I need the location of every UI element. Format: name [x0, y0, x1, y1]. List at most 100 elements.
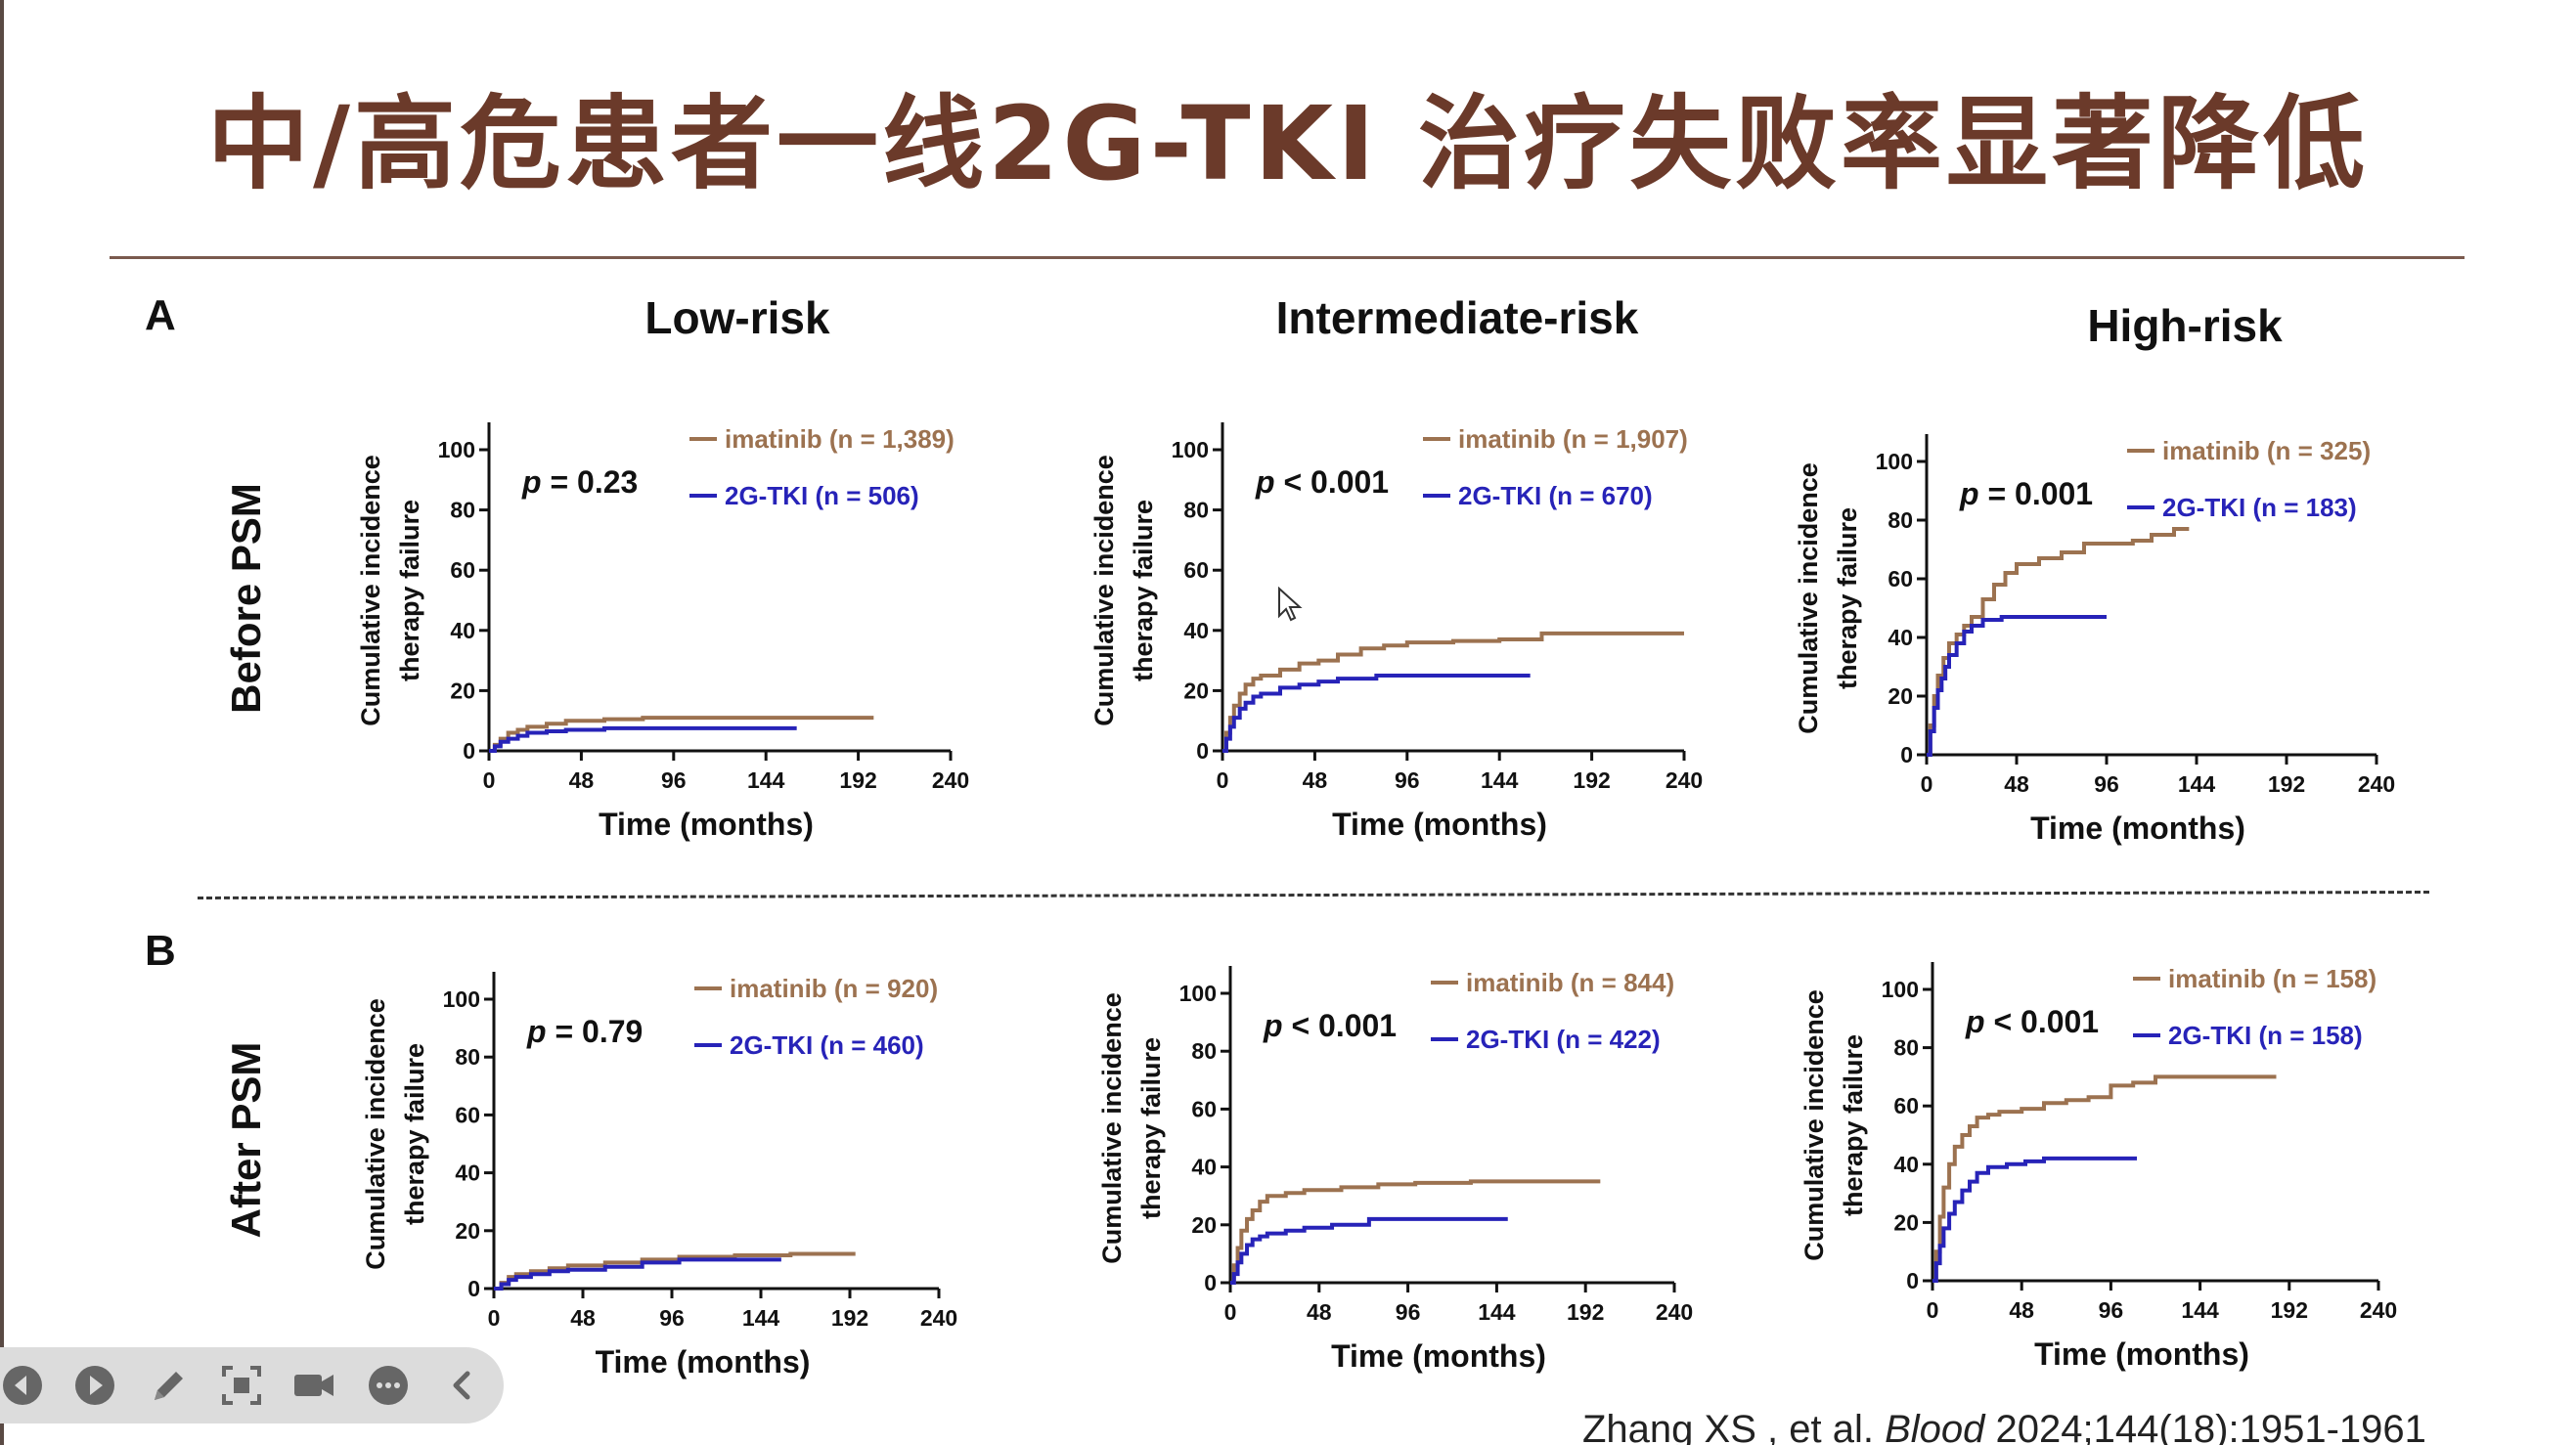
- risk-title-high: High-risk: [2087, 300, 2283, 351]
- y-tick-label: 40: [1191, 1155, 1217, 1180]
- play-icon[interactable]: [72, 1363, 117, 1408]
- y-tick-label: 60: [1888, 566, 1913, 591]
- x-tick-label: 192: [831, 1305, 868, 1331]
- x-tick-label: 0: [1217, 767, 1229, 793]
- legend-label: 2G-TKI (n = 506): [725, 481, 919, 510]
- y-tick-label: 100: [443, 986, 480, 1012]
- y-tick-label: 20: [455, 1218, 480, 1244]
- x-tick-label: 48: [1307, 1299, 1332, 1325]
- x-axis-title: Time (months): [2034, 1336, 2249, 1372]
- y-tick-label: 0: [1900, 742, 1913, 767]
- y-tick-label: 0: [1906, 1268, 1919, 1293]
- legend-label: imatinib (n = 325): [2162, 436, 2371, 465]
- collapse-icon[interactable]: [440, 1363, 485, 1408]
- x-tick-label: 192: [839, 767, 876, 793]
- x-tick-label: 96: [1395, 767, 1420, 793]
- x-tick-label: 144: [2181, 1297, 2219, 1323]
- p-value-label: p = 0.23: [521, 464, 638, 500]
- y-tick-label: 40: [1893, 1152, 1919, 1177]
- y-axis-title-line2: therapy failure: [1129, 500, 1158, 681]
- imatinib-series-line: [1932, 1074, 2277, 1283]
- y-tick-label: 80: [450, 498, 475, 523]
- x-tick-label: 192: [1573, 767, 1610, 793]
- y-tick-label: 0: [1196, 738, 1209, 764]
- risk-title-intermediate: Intermediate-risk: [1275, 292, 1639, 343]
- legend-label: imatinib (n = 1,907): [1458, 424, 1688, 454]
- y-tick-label: 100: [438, 437, 475, 462]
- tki-series-line: [1230, 1216, 1508, 1285]
- x-tick-label: 144: [2178, 771, 2216, 797]
- y-tick-label: 60: [455, 1102, 480, 1127]
- legend-label: imatinib (n = 920): [730, 974, 938, 1003]
- y-tick-label: 20: [450, 678, 475, 703]
- x-tick-label: 192: [2268, 771, 2305, 797]
- x-axis-title: Time (months): [1331, 1338, 1546, 1374]
- citation-authors: Zhang XS , et al.: [1582, 1408, 1874, 1445]
- risk-title-low: Low-risk: [644, 292, 830, 343]
- y-tick-label: 100: [1882, 977, 1919, 1002]
- panel-label-a: A: [145, 291, 176, 339]
- x-tick-label: 48: [569, 767, 595, 793]
- y-axis-title-line1: Cumulative incidence: [1097, 992, 1127, 1264]
- x-tick-label: 240: [2358, 771, 2395, 797]
- x-axis-title: Time (months): [1332, 807, 1547, 842]
- legend-label: 2G-TKI (n = 158): [2168, 1021, 2363, 1050]
- y-tick-label: 0: [463, 738, 475, 764]
- x-axis-title: Time (months): [599, 807, 814, 842]
- slide-title: 中/高危患者一线2G-TKI 治疗失败率显著降低: [206, 84, 2370, 203]
- x-tick-label: 144: [1481, 767, 1519, 793]
- x-tick-label: 240: [920, 1305, 957, 1331]
- x-tick-label: 0: [1927, 1297, 1939, 1323]
- window-edge: [0, 0, 4, 1445]
- y-tick-label: 100: [1876, 449, 1913, 474]
- y-tick-label: 80: [1893, 1035, 1919, 1061]
- x-tick-label: 240: [1666, 767, 1703, 793]
- more-icon[interactable]: [366, 1363, 411, 1408]
- p-value-label: p < 0.001: [1263, 1008, 1397, 1043]
- x-tick-label: 0: [1224, 1299, 1237, 1325]
- imatinib-series-line: [1222, 631, 1684, 753]
- tki-series-line: [1927, 615, 2107, 757]
- y-axis-title-line1: Cumulative incidence: [1799, 989, 1829, 1261]
- y-axis-title-line1: Cumulative incidence: [1089, 455, 1119, 726]
- y-axis-title-line1: Cumulative incidence: [1794, 462, 1823, 734]
- x-axis-title: Time (months): [2030, 810, 2245, 846]
- y-tick-label: 20: [1183, 678, 1209, 703]
- y-axis-title-line2: therapy failure: [1833, 507, 1862, 689]
- y-tick-label: 80: [1191, 1038, 1217, 1064]
- legend-label: imatinib (n = 844): [1466, 968, 1674, 997]
- title-divider: [110, 256, 2465, 259]
- p-value-label: p = 0.001: [1959, 476, 2093, 511]
- y-tick-label: 20: [1893, 1209, 1919, 1235]
- y-tick-label: 100: [1179, 981, 1217, 1006]
- presentation-toolbar: [0, 1347, 504, 1423]
- y-tick-label: 20: [1191, 1212, 1217, 1238]
- imatinib-series-line: [1230, 1179, 1601, 1285]
- x-tick-label: 48: [2004, 771, 2029, 797]
- prev-icon[interactable]: [0, 1363, 45, 1408]
- camera-icon[interactable]: [291, 1363, 336, 1408]
- x-tick-label: 0: [1921, 771, 1933, 797]
- legend-label: imatinib (n = 158): [2168, 964, 2376, 993]
- y-tick-label: 20: [1888, 683, 1913, 709]
- y-axis-title-line2: therapy failure: [1136, 1037, 1166, 1219]
- x-tick-label: 96: [1396, 1299, 1421, 1325]
- x-tick-label: 48: [1303, 767, 1328, 793]
- x-tick-label: 96: [2099, 1297, 2124, 1323]
- tki-series-line: [494, 1257, 781, 1291]
- x-tick-label: 192: [1567, 1299, 1604, 1325]
- x-tick-label: 240: [2360, 1297, 2397, 1323]
- x-axis-title: Time (months): [596, 1344, 811, 1379]
- legend-label: 2G-TKI (n = 670): [1458, 481, 1653, 510]
- legend-label: imatinib (n = 1,389): [725, 424, 955, 454]
- x-tick-label: 0: [483, 767, 496, 793]
- panel-label-b: B: [145, 927, 176, 975]
- pen-icon[interactable]: [147, 1363, 192, 1408]
- screenshot-icon[interactable]: [219, 1363, 264, 1408]
- citation: Zhang XS , et al. Blood 2024;144(18):195…: [1582, 1408, 2426, 1445]
- y-axis-title-line2: therapy failure: [1839, 1034, 1868, 1216]
- citation-journal: Blood: [1885, 1408, 1985, 1445]
